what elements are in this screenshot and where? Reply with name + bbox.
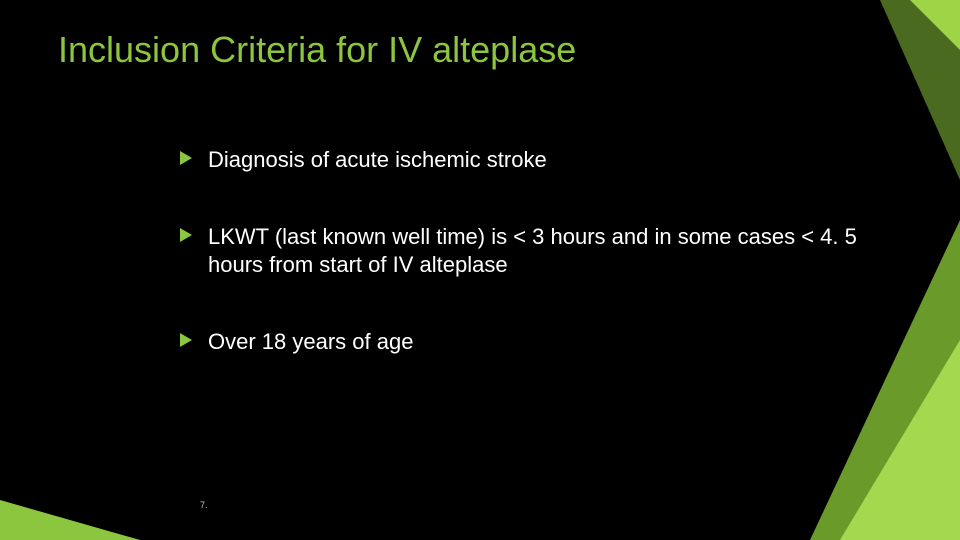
triangle-right-icon (180, 228, 194, 242)
triangle-right-icon (180, 333, 194, 347)
list-item: Over 18 years of age (180, 328, 880, 357)
triangle-right-icon (180, 151, 194, 165)
bullet-list: Diagnosis of acute ischemic stroke LKWT … (180, 146, 880, 404)
slide-title: Inclusion Criteria for IV alteplase (58, 30, 576, 70)
slide: Inclusion Criteria for IV alteplase Diag… (0, 0, 960, 540)
footnote: 7. (200, 500, 208, 510)
decorative-shard-icon (0, 480, 140, 540)
list-item: LKWT (last known well time) is < 3 hours… (180, 223, 880, 280)
bullet-text: Diagnosis of acute ischemic stroke (208, 146, 880, 175)
decorative-fold-top-icon (840, 0, 960, 180)
list-item: Diagnosis of acute ischemic stroke (180, 146, 880, 175)
decorative-fold-bottom-icon (780, 220, 960, 540)
